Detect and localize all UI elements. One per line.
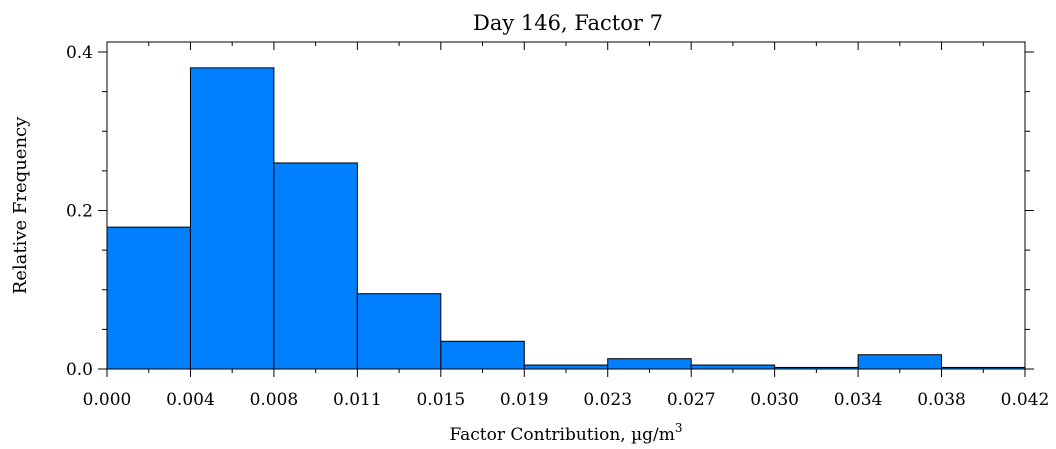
- y-tick-label: 0.4: [66, 43, 93, 63]
- histogram-bar: [857, 354, 943, 370]
- bars-group: [106, 67, 1026, 370]
- x-tick-label: 0.027: [667, 390, 716, 410]
- x-tick-label: 0.030: [750, 390, 799, 410]
- x-tick-label: 0.038: [917, 390, 966, 410]
- x-tick-label: 0.034: [834, 390, 883, 410]
- histogram-bar: [440, 340, 525, 370]
- histogram-bar: [690, 364, 776, 370]
- histogram-bar: [273, 162, 358, 370]
- histogram-bar: [189, 67, 275, 370]
- x-tick-label: 0.008: [250, 390, 299, 410]
- x-tick-label: 0.000: [83, 390, 132, 410]
- x-axis-label-superscript: 3: [675, 421, 683, 435]
- histogram-bar: [356, 293, 442, 370]
- histogram-bar: [523, 364, 609, 370]
- y-tick-label: 0.0: [66, 360, 93, 380]
- x-tick-label: 0.019: [500, 390, 549, 410]
- histogram-bar: [607, 358, 692, 370]
- histogram-bar: [106, 226, 191, 370]
- y-axis-label: Relative Frequency: [10, 116, 31, 294]
- x-axis-label-text: Factor Contribution, µg/m: [450, 425, 675, 445]
- x-tick-label: 0.015: [416, 390, 465, 410]
- y-tick-label: 0.2: [66, 202, 93, 222]
- x-tick-label: 0.023: [583, 390, 632, 410]
- chart-title: Day 146, Factor 7: [473, 11, 663, 35]
- ticks-group: 0.000 0.004 0.008 0.011 0.015 0.019 0.023 0.027…: [66, 42, 1049, 410]
- x-tick-label: 0.042: [1001, 390, 1050, 410]
- x-tick-label: 0.004: [166, 390, 215, 410]
- x-tick-label: 0.011: [333, 390, 382, 410]
- x-axis-label: Factor Contribution, µg/m3: [450, 421, 683, 445]
